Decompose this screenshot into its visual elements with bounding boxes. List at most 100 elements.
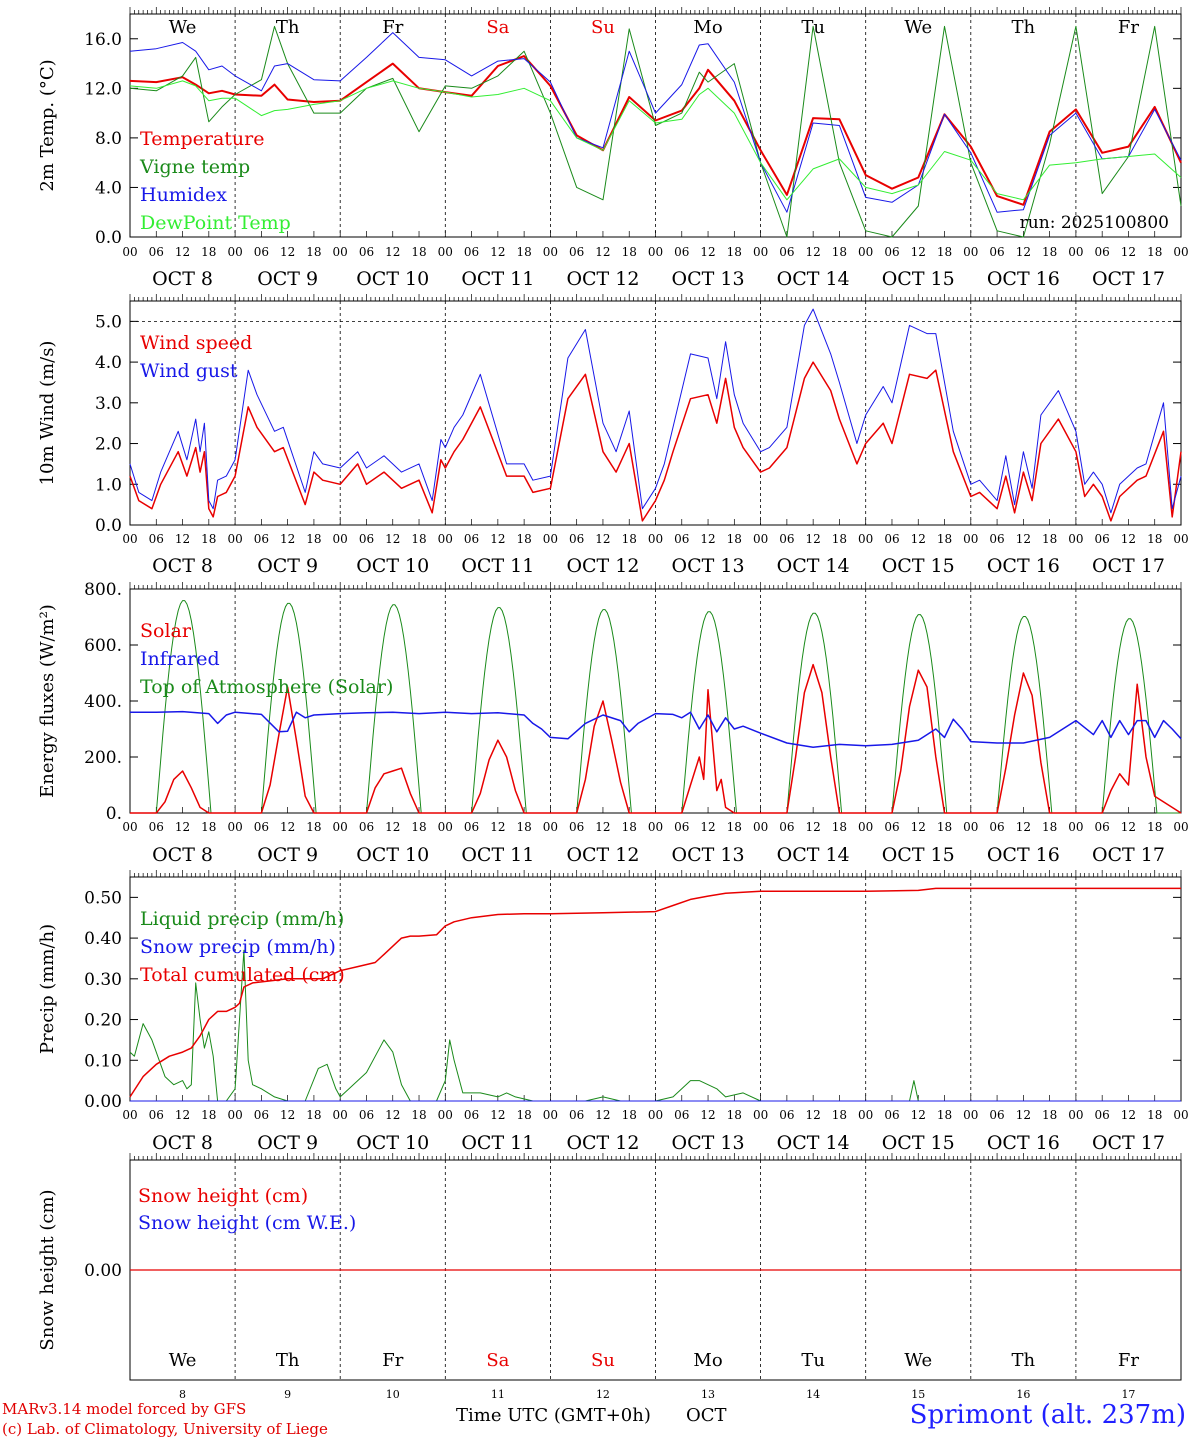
weekday-label: Tu (801, 17, 825, 38)
y-tick-label: 0.30 (84, 970, 122, 990)
hour-label: 12 (490, 245, 505, 259)
legend-entry: Top of Atmosphere (Solar) (140, 676, 393, 698)
hour-label: 06 (779, 532, 794, 546)
hour-label: 06 (359, 1108, 374, 1122)
date-label: OCT 14 (777, 844, 850, 866)
hour-label: 06 (674, 245, 689, 259)
hour-label: 12 (280, 532, 295, 546)
hour-label: 18 (1147, 532, 1162, 546)
hour-label: 06 (464, 245, 479, 259)
date-label: OCT 9 (257, 844, 318, 866)
hour-label: 18 (201, 245, 216, 259)
y-tick-label: 0.0 (95, 516, 122, 536)
legend-entry: Snow height (cm W.E.) (138, 1212, 356, 1234)
hour-label: 00 (333, 532, 348, 546)
date-label: OCT 11 (461, 844, 534, 866)
legend-entry: Temperature (140, 128, 264, 150)
date-label: OCT 17 (1092, 844, 1165, 866)
hour-label: 00 (438, 245, 453, 259)
legend-entry: Liquid precip (mm/h) (140, 908, 344, 930)
hour-label: 00 (963, 245, 978, 259)
hour-label: 00 (543, 532, 558, 546)
weekday-label: Fr (382, 1350, 403, 1371)
legend-entry: Wind speed (140, 332, 252, 354)
hour-label: 12 (1016, 245, 1031, 259)
hour-label: 12 (700, 820, 715, 834)
hour-label: 06 (884, 820, 899, 834)
hour-label: 12 (280, 245, 295, 259)
day-number-label: 8 (179, 1388, 186, 1400)
hour-label: 00 (1068, 532, 1083, 546)
hour-label: 18 (1147, 1108, 1162, 1122)
legend-entry: Infrared (140, 648, 220, 670)
weekday-label: Th (1012, 17, 1036, 38)
hour-label: 18 (1042, 245, 1057, 259)
hour-label: 18 (1042, 820, 1057, 834)
y-axis-label: Energy fluxes (W/m²) (37, 604, 58, 798)
hour-label: 06 (674, 532, 689, 546)
hour-label: 00 (753, 532, 768, 546)
hour-label: 00 (648, 820, 663, 834)
hour-label: 00 (122, 245, 137, 259)
date-label: OCT 12 (566, 1132, 639, 1154)
hour-label: 06 (359, 532, 374, 546)
y-tick-label: 12.0 (84, 79, 122, 99)
date-label: OCT 10 (356, 1132, 429, 1154)
day-number-label: 17 (1121, 1388, 1135, 1400)
hour-label: 12 (490, 1108, 505, 1122)
hour-label: 12 (911, 1108, 926, 1122)
hour-label: 00 (1068, 245, 1083, 259)
hour-label: 18 (622, 1108, 637, 1122)
hour-label: 18 (937, 1108, 952, 1122)
weekday-label: Sa (486, 1350, 509, 1371)
day-number-label: 10 (386, 1388, 400, 1400)
hour-label: 18 (1042, 532, 1057, 546)
date-label: OCT 14 (777, 1132, 850, 1154)
hour-label: 06 (569, 1108, 584, 1122)
hour-label: 00 (227, 532, 242, 546)
legend-entry: Wind gust (140, 360, 238, 382)
date-label: OCT 17 (1092, 555, 1165, 577)
series-line-solar (130, 663, 1182, 814)
hour-label: 06 (149, 1108, 164, 1122)
model-credit: MARv3.14 model forced by GFS (2, 1400, 247, 1418)
hour-label: 18 (937, 245, 952, 259)
date-label: OCT 15 (882, 268, 955, 290)
hour-label: 06 (149, 245, 164, 259)
hour-label: 00 (122, 820, 137, 834)
hour-label: 06 (464, 532, 479, 546)
weekday-label: Th (276, 1350, 300, 1371)
hour-label: 18 (937, 532, 952, 546)
weekday-label: Mo (693, 1350, 722, 1371)
date-label: OCT 15 (882, 844, 955, 866)
hour-label: 06 (884, 245, 899, 259)
hour-label: 18 (201, 820, 216, 834)
hour-label: 12 (280, 820, 295, 834)
hour-label: 00 (1068, 820, 1083, 834)
hour-label: 18 (622, 820, 637, 834)
hour-label: 00 (438, 532, 453, 546)
hour-label: 00 (1173, 1108, 1188, 1122)
day-number-label: 13 (701, 1388, 715, 1400)
hour-label: 12 (1016, 1108, 1031, 1122)
date-label: OCT 10 (356, 555, 429, 577)
date-label: OCT 8 (152, 268, 213, 290)
hour-label: 18 (727, 820, 742, 834)
hour-label: 06 (254, 820, 269, 834)
hour-label: 12 (806, 1108, 821, 1122)
series-line-dewpoint-temp (129, 80, 1182, 201)
hour-label: 00 (858, 820, 873, 834)
hour-label: 00 (648, 245, 663, 259)
hour-label: 00 (1173, 532, 1188, 546)
weekday-label: Fr (1118, 17, 1139, 38)
y-axis-label: Precip (mm/h) (37, 924, 58, 1054)
hour-label: 12 (595, 532, 610, 546)
hour-label: 12 (1121, 245, 1136, 259)
site-label: Sprimont (alt. 237m) (909, 1400, 1186, 1430)
hour-label: 12 (595, 820, 610, 834)
hour-label: 18 (201, 1108, 216, 1122)
date-label: OCT 12 (566, 268, 639, 290)
day-number-label: 15 (911, 1388, 925, 1400)
hour-label: 06 (149, 532, 164, 546)
hour-label: 06 (1095, 1108, 1110, 1122)
